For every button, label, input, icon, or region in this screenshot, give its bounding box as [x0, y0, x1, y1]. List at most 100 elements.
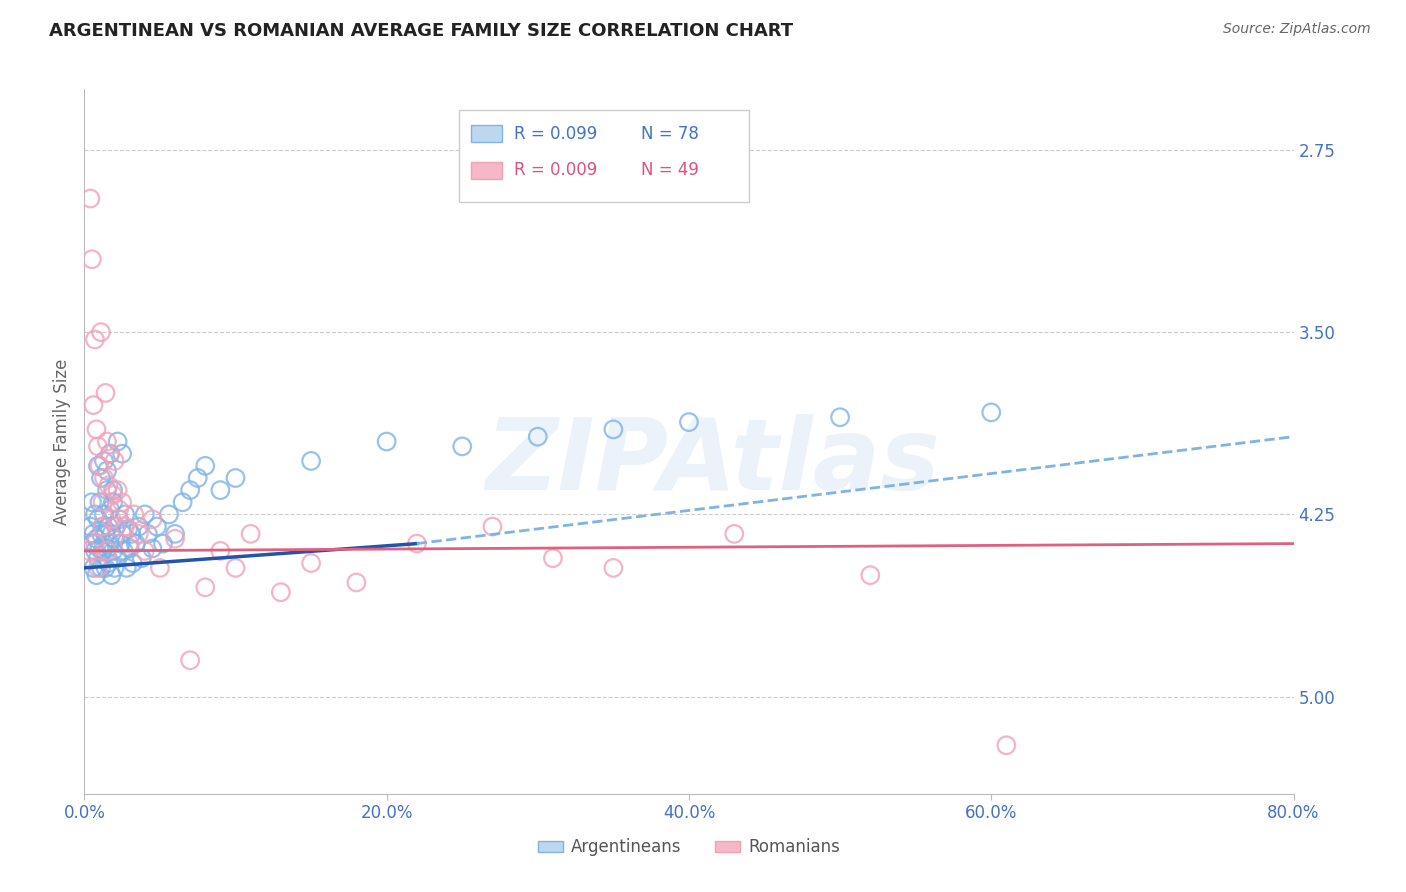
Point [346, 575, 368, 590]
Point [101, 483, 124, 497]
Point [87, 512, 110, 526]
Point [141, 541, 163, 556]
Point [79, 519, 101, 533]
Text: R = 0.099: R = 0.099 [513, 125, 598, 143]
Point [84, 508, 107, 522]
Point [481, 519, 503, 533]
Point [86, 532, 108, 546]
Point [187, 471, 209, 485]
Point [107, 551, 129, 566]
Text: ARGENTINEAN VS ROMANIAN AVERAGE FAMILY SIZE CORRELATION CHART: ARGENTINEAN VS ROMANIAN AVERAGE FAMILY S… [49, 22, 793, 40]
Point [90, 325, 112, 339]
Point [97, 478, 120, 492]
Point [209, 544, 232, 558]
Point [134, 544, 156, 558]
Point [93, 536, 115, 550]
Point [101, 488, 124, 502]
Point [94, 527, 117, 541]
Point [111, 495, 134, 509]
Point [89, 458, 111, 473]
Point [98, 502, 121, 516]
Point [90, 561, 112, 575]
Point [114, 519, 136, 533]
Point [108, 502, 131, 516]
Point [89, 495, 111, 509]
Point [87, 561, 110, 575]
Point [239, 527, 262, 541]
Point [194, 580, 217, 594]
Point [93, 508, 115, 522]
Point [91, 544, 114, 558]
Point [96, 483, 118, 497]
Point [678, 415, 700, 429]
Point [90, 471, 112, 485]
Text: Source: ZipAtlas.com: Source: ZipAtlas.com [1223, 22, 1371, 37]
Point [995, 739, 1018, 753]
Point [82, 561, 104, 575]
Point [117, 522, 139, 536]
Point [80, 252, 103, 267]
Point [80, 495, 103, 509]
Point [87, 439, 110, 453]
Point [98, 447, 121, 461]
Text: N = 78: N = 78 [641, 125, 699, 143]
Point [82, 527, 104, 541]
Point [131, 551, 153, 566]
Point [86, 422, 108, 436]
Point [104, 454, 127, 468]
Point [375, 434, 398, 449]
Point [194, 458, 217, 473]
Point [830, 410, 852, 425]
Point [84, 544, 107, 558]
Point [107, 434, 129, 449]
Point [299, 454, 322, 468]
Point [96, 464, 118, 478]
Point [112, 544, 135, 558]
Point [165, 527, 187, 541]
Text: N = 49: N = 49 [641, 161, 699, 179]
Point [157, 508, 180, 522]
Point [91, 519, 114, 533]
Point [87, 551, 110, 566]
Text: ZIPAtlas: ZIPAtlas [485, 414, 941, 511]
Point [79, 192, 101, 206]
Point [110, 536, 132, 550]
Point [77, 544, 100, 558]
Point [100, 512, 122, 526]
Point [128, 519, 150, 533]
Point [96, 541, 118, 556]
Point [118, 541, 141, 556]
Point [82, 398, 104, 412]
Point [406, 536, 429, 550]
Point [122, 508, 145, 522]
Point [111, 527, 134, 541]
Point [111, 447, 134, 461]
Point [90, 527, 112, 541]
Text: R = 0.009: R = 0.009 [513, 161, 598, 179]
Point [152, 536, 174, 550]
Point [120, 527, 142, 541]
FancyBboxPatch shape [460, 111, 749, 202]
Point [80, 536, 103, 550]
Point [980, 405, 1002, 419]
Point [100, 568, 122, 582]
Legend: Argentineans, Romanians: Argentineans, Romanians [531, 831, 846, 863]
Point [93, 471, 115, 485]
Point [89, 541, 111, 556]
Point [84, 333, 107, 347]
FancyBboxPatch shape [471, 161, 502, 178]
Point [86, 568, 108, 582]
Point [134, 508, 156, 522]
Point [451, 439, 474, 453]
Point [541, 551, 564, 566]
Point [128, 527, 150, 541]
Y-axis label: Average Family Size: Average Family Size [53, 359, 72, 524]
Point [121, 556, 143, 570]
Point [270, 585, 292, 599]
Point [94, 561, 117, 575]
Point [100, 527, 122, 541]
Point [527, 430, 550, 444]
Point [98, 536, 121, 550]
Point [97, 556, 120, 570]
Point [101, 544, 124, 558]
